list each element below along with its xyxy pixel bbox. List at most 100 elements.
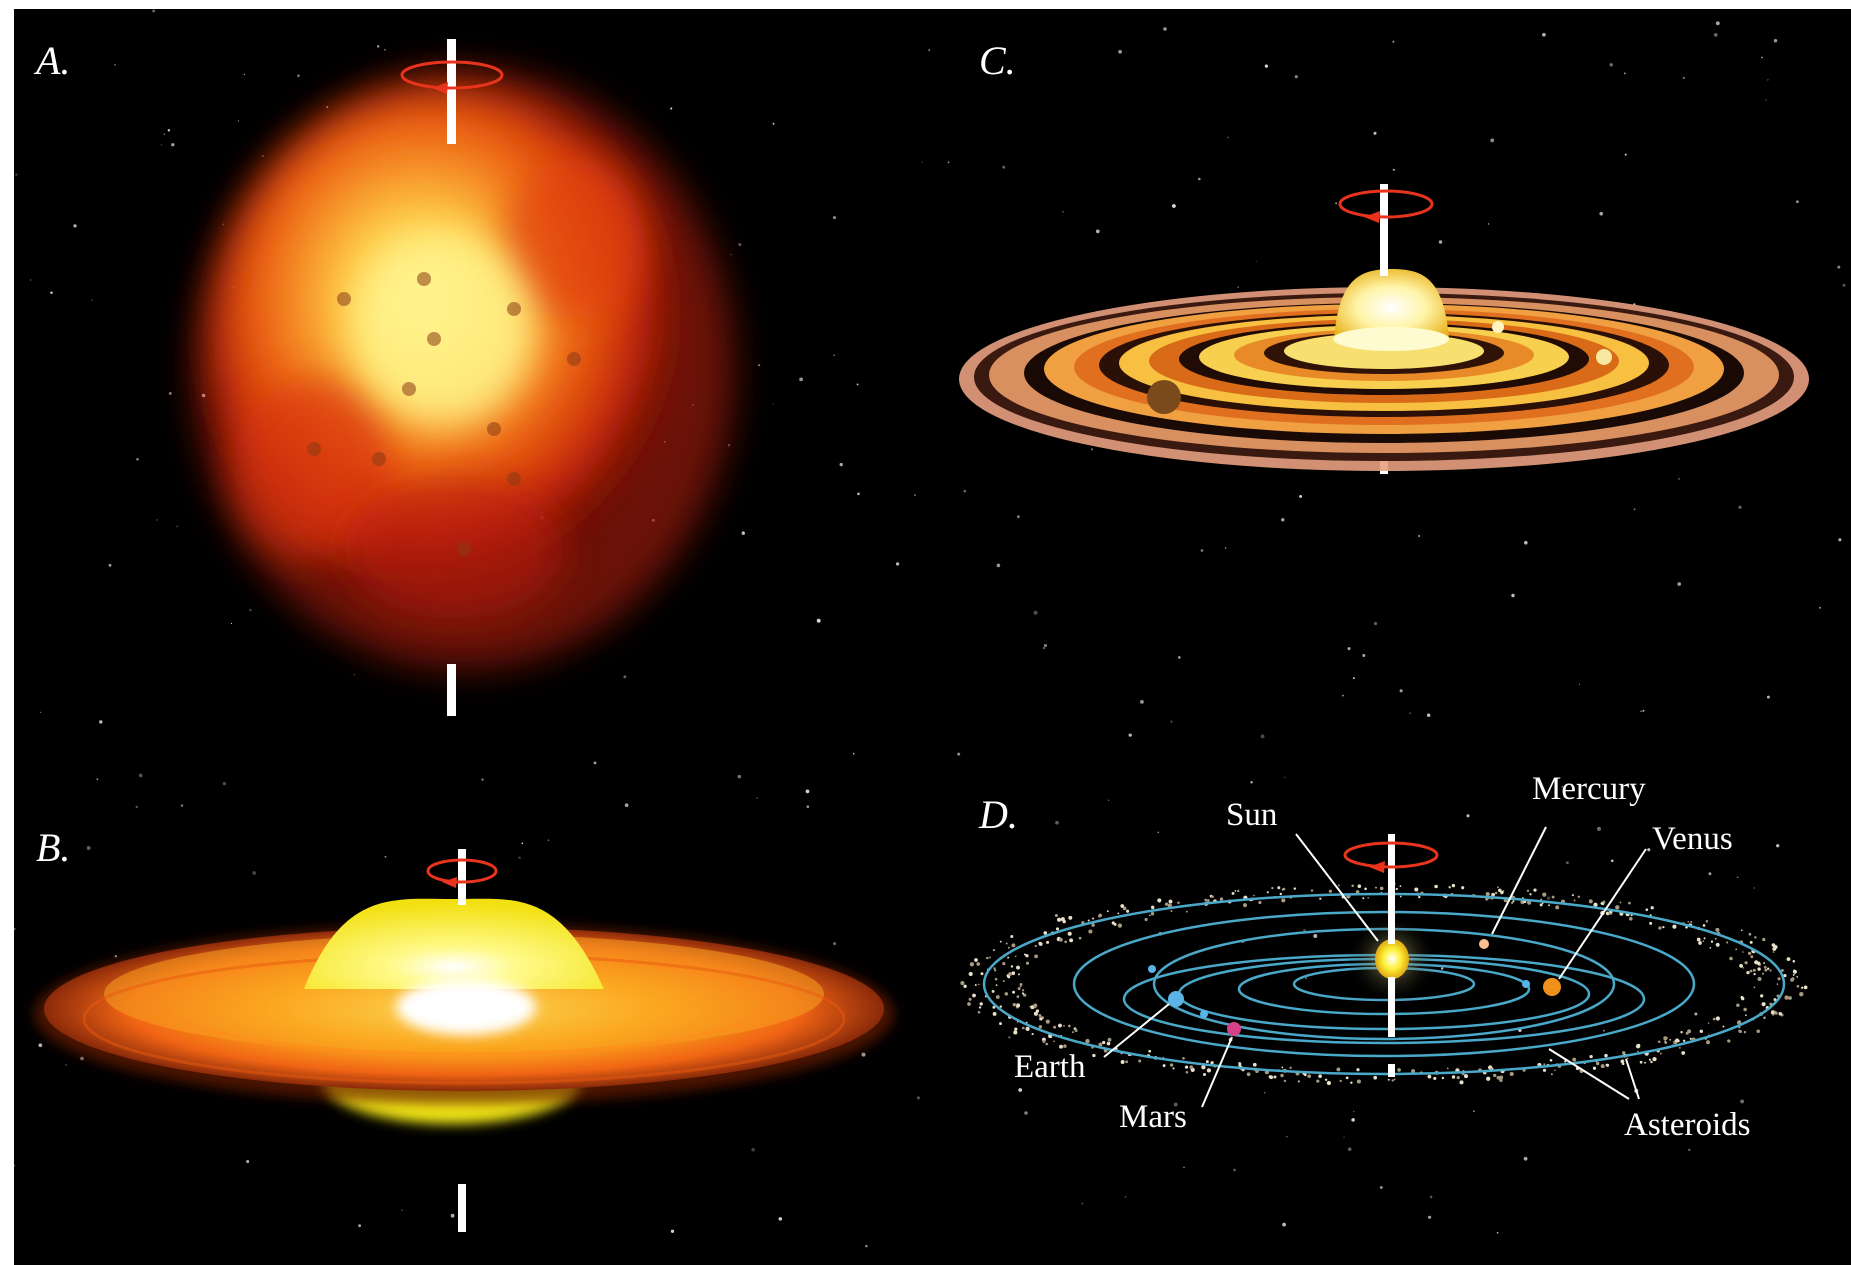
asteroid [1014, 955, 1017, 958]
asteroid [1395, 887, 1398, 891]
star [1033, 610, 1038, 615]
asteroid-belt [960, 881, 1808, 1086]
asteroid [1399, 885, 1402, 887]
asteroid [1793, 969, 1796, 972]
asteroid [1746, 970, 1750, 975]
asteroid [1669, 1038, 1672, 1041]
asteroid [1796, 984, 1800, 988]
asteroid [979, 1002, 983, 1006]
asteroid [1451, 1075, 1456, 1079]
star [1708, 872, 1712, 876]
asteroid [1053, 1040, 1055, 1043]
asteroid [1496, 1075, 1501, 1080]
asteroid [1799, 992, 1804, 997]
star [86, 846, 91, 850]
asteroid [1088, 929, 1093, 934]
asteroid [1356, 1068, 1360, 1072]
asteroid [1243, 903, 1247, 908]
star [135, 805, 139, 809]
asteroid [1091, 917, 1095, 920]
asteroid [1427, 1074, 1432, 1079]
star [136, 457, 139, 461]
rotation-axis-c-top [1380, 184, 1388, 276]
asteroid [1281, 1066, 1284, 1069]
asteroid [1448, 886, 1451, 889]
asteroid [1549, 1058, 1553, 1062]
asteroid [1434, 884, 1438, 889]
asteroid [1012, 1003, 1016, 1007]
asteroid [1039, 1017, 1043, 1021]
asteroid [1125, 1060, 1128, 1064]
asteroid [1277, 886, 1281, 890]
asteroid [1753, 972, 1756, 976]
star [73, 224, 77, 228]
star [1260, 734, 1265, 739]
asteroid [1303, 1073, 1307, 1077]
asteroid [1318, 1074, 1322, 1078]
star [114, 64, 116, 66]
star [1304, 977, 1308, 980]
asteroid [1542, 902, 1544, 904]
star [957, 752, 961, 756]
star [326, 106, 329, 109]
asteroid [1529, 893, 1532, 896]
star [839, 462, 843, 467]
asteroid [1034, 954, 1038, 959]
asteroid [1002, 980, 1005, 982]
asteroid [1201, 1065, 1206, 1070]
asteroid [1063, 1025, 1065, 1027]
asteroid [1637, 1043, 1641, 1047]
asteroid [1399, 895, 1402, 898]
asteroid [1687, 920, 1690, 923]
star [1637, 1125, 1641, 1130]
star [1426, 713, 1431, 717]
star [1118, 49, 1122, 54]
star [547, 839, 550, 841]
asteroid [1025, 954, 1029, 958]
star [895, 562, 900, 566]
asteroid [1138, 1059, 1142, 1063]
asteroid [1182, 1056, 1185, 1060]
asteroid [1059, 1044, 1063, 1049]
asteroid [974, 984, 977, 986]
asteroid [1307, 1074, 1311, 1078]
asteroid [1712, 1017, 1716, 1021]
star [1597, 826, 1601, 831]
star [1149, 914, 1151, 917]
asteroid [1736, 1003, 1740, 1008]
asteroid [1282, 887, 1286, 891]
star [65, 1064, 67, 1066]
asteroid [1749, 969, 1753, 973]
asteroid [1698, 941, 1702, 945]
star [91, 299, 94, 302]
asteroid [1778, 1011, 1783, 1016]
asteroid [1069, 938, 1074, 943]
asteroid [1106, 1041, 1111, 1046]
star [1024, 1111, 1028, 1115]
star [852, 752, 855, 755]
asteroid [968, 997, 972, 1001]
star [1694, 1012, 1698, 1016]
asteroid [1064, 940, 1068, 944]
star [1523, 540, 1528, 545]
star [1738, 505, 1742, 509]
star [1624, 153, 1627, 156]
asteroid [1744, 961, 1748, 965]
asteroid [1747, 951, 1752, 956]
star [1341, 694, 1344, 697]
star [1043, 643, 1048, 648]
asteroid [995, 995, 1000, 999]
star [1466, 814, 1470, 818]
star [1343, 1136, 1345, 1138]
star [1233, 1168, 1236, 1172]
star [249, 608, 252, 612]
star [152, 9, 156, 13]
star [1042, 646, 1046, 650]
nebula-knot [307, 442, 321, 456]
asteroid [1573, 899, 1576, 902]
asteroid [1564, 1060, 1567, 1063]
star [1542, 32, 1546, 37]
asteroid [1168, 899, 1173, 904]
rotation-axis-b-bottom [458, 1184, 466, 1232]
asteroid [1074, 1029, 1078, 1032]
